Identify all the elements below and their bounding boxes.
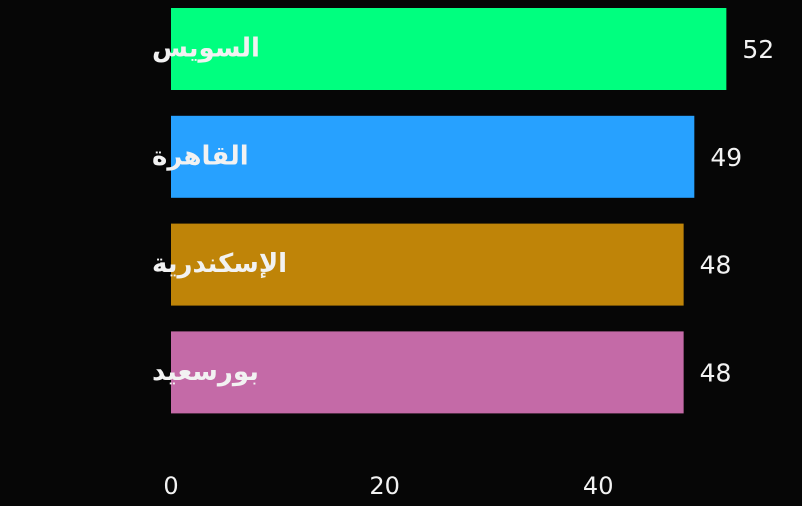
bar-3	[171, 223, 684, 306]
bar-4	[171, 331, 684, 414]
x-tick-label: 20	[369, 472, 400, 500]
value-label: 52	[742, 35, 774, 64]
x-axis-ticks-group: 0 20 40	[163, 472, 613, 500]
category-label: السويس	[152, 34, 260, 64]
category-labels-group: السويس القاهرة الإسكندرية بورسعيد	[152, 34, 287, 387]
x-tick-label: 0	[163, 472, 178, 500]
category-label: بورسعيد	[152, 357, 259, 387]
value-labels-group: 52 49 48 48	[700, 35, 775, 387]
bars-group	[171, 8, 727, 414]
category-label: الإسكندرية	[152, 249, 287, 279]
bar-1	[171, 8, 727, 90]
value-label: 49	[710, 143, 742, 172]
value-label: 48	[700, 251, 732, 280]
x-tick-label: 40	[583, 472, 614, 500]
value-label: 48	[700, 358, 732, 387]
bar-2	[171, 115, 695, 198]
category-label: القاهرة	[152, 141, 249, 171]
